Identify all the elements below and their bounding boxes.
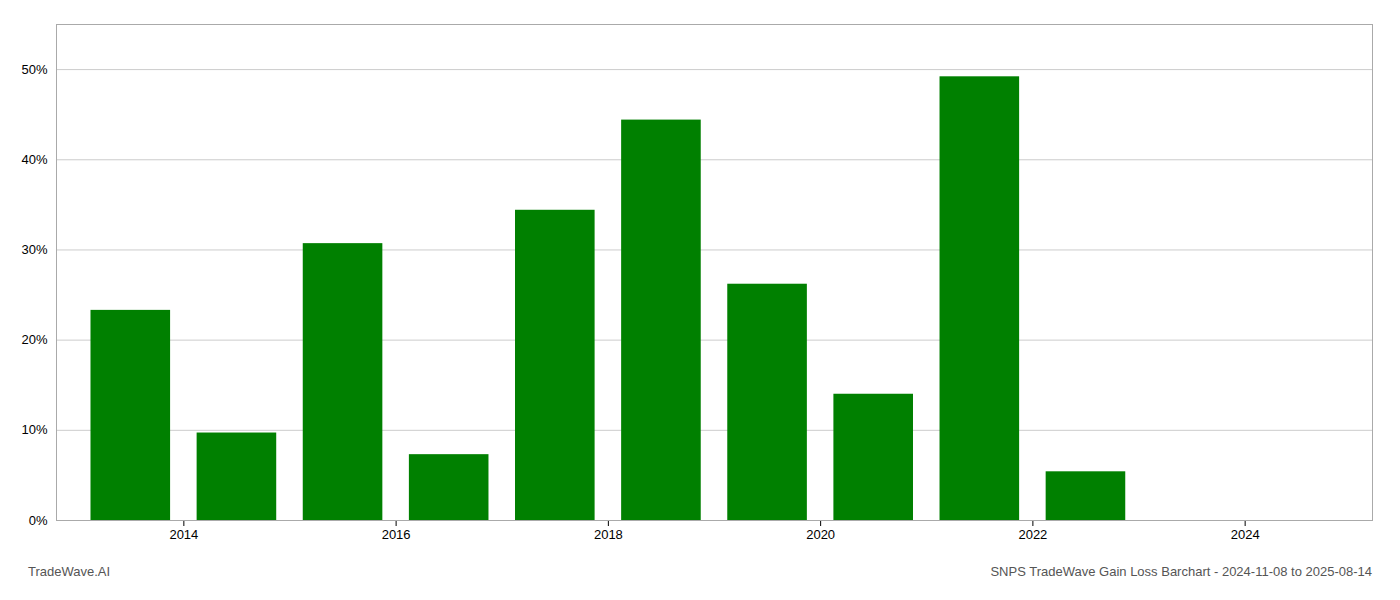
svg-text:30%: 30% [21, 242, 47, 257]
svg-text:2024: 2024 [1231, 527, 1260, 542]
svg-text:2016: 2016 [382, 527, 411, 542]
svg-text:2020: 2020 [806, 527, 835, 542]
svg-text:40%: 40% [21, 152, 47, 167]
svg-text:10%: 10% [21, 422, 47, 437]
svg-text:20%: 20% [21, 332, 47, 347]
svg-text:50%: 50% [21, 62, 47, 77]
svg-text:0%: 0% [29, 513, 48, 528]
html-text:TradeWave.AI: TradeWave.AI [28, 564, 111, 579]
svg-text:2018: 2018 [594, 527, 623, 542]
html-text:SNPS TradeWave Gain Loss Barch: SNPS TradeWave Gain Loss Barchart - 2024… [990, 564, 1372, 579]
svg-text:2022: 2022 [1018, 527, 1047, 542]
svg-text:2014: 2014 [169, 527, 198, 542]
